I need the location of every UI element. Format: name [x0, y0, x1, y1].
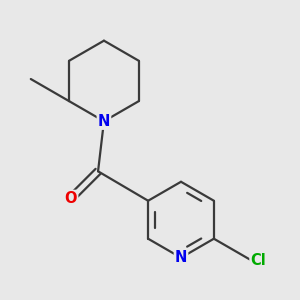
Text: Cl: Cl	[250, 253, 266, 268]
Text: N: N	[175, 250, 187, 265]
Text: O: O	[65, 191, 77, 206]
Text: N: N	[98, 114, 110, 129]
